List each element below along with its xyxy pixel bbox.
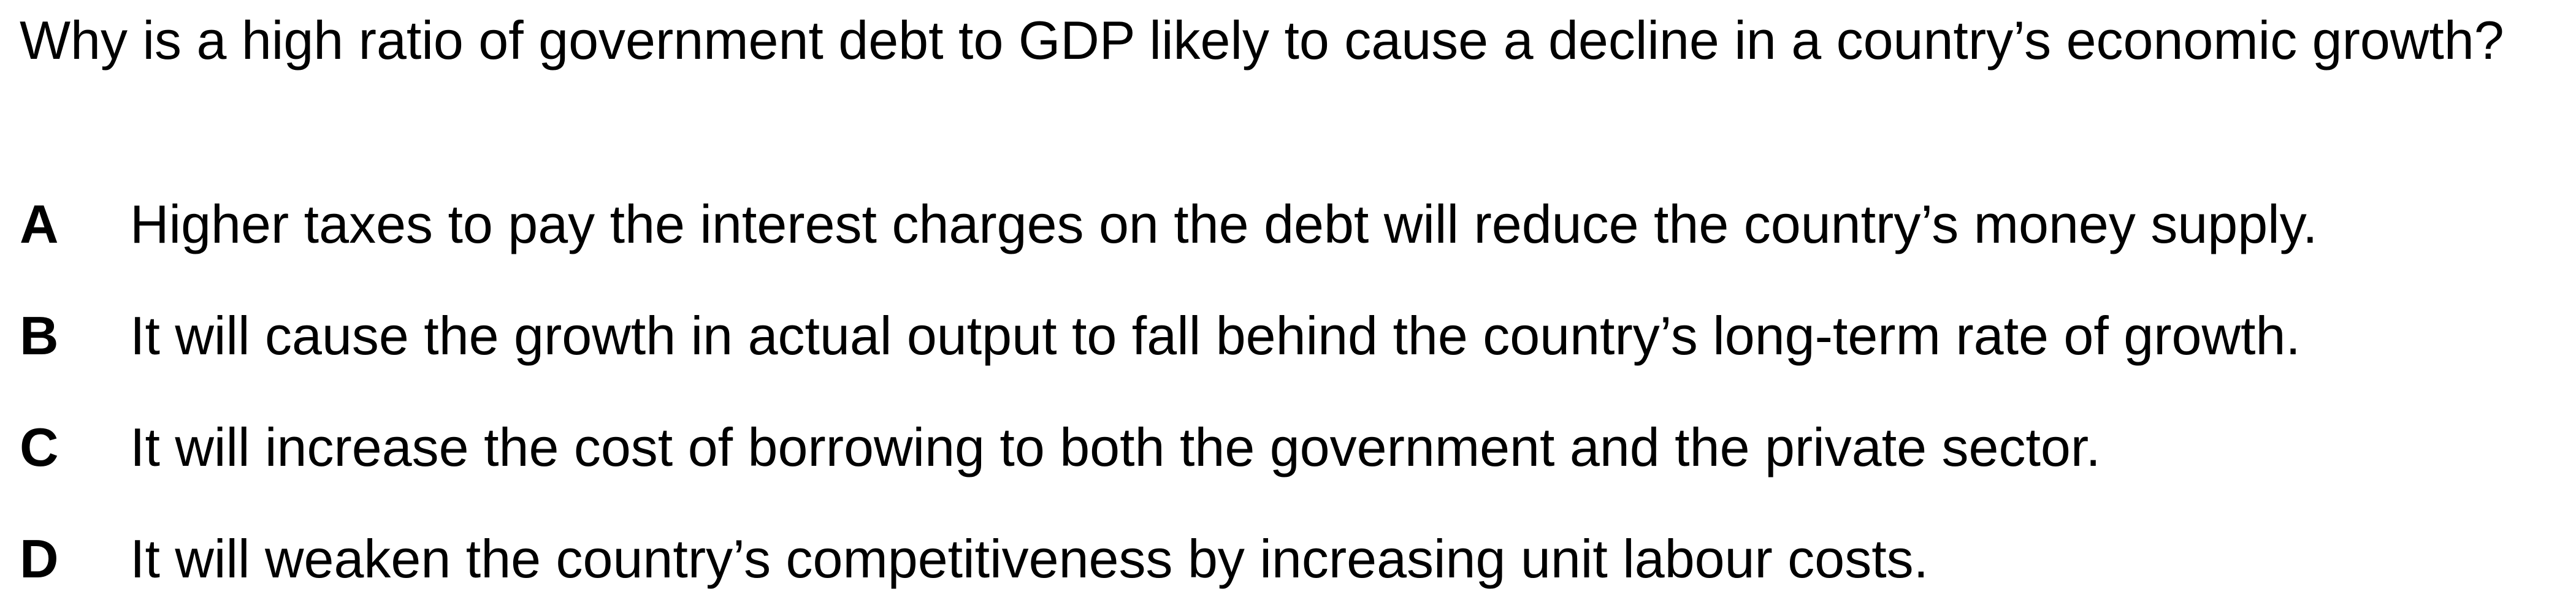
option-letter: C (20, 417, 59, 477)
question-stem: Why is a high ratio of government debt t… (20, 10, 2504, 70)
option-text: It will increase the cost of borrowing t… (130, 417, 2101, 477)
answer-option-c[interactable]: C It will increase the cost of borrowing… (0, 413, 2576, 482)
option-letter: A (20, 194, 59, 254)
answer-option-b[interactable]: B It will cause the growth in actual out… (0, 302, 2576, 370)
answer-option-d[interactable]: D It will weaken the country’s competiti… (0, 525, 2576, 593)
option-text: Higher taxes to pay the interest charges… (130, 194, 2318, 254)
option-text: It will weaken the country’s competitive… (130, 528, 1929, 589)
answer-option-a[interactable]: A Higher taxes to pay the interest charg… (0, 190, 2576, 259)
option-text: It will cause the growth in actual outpu… (130, 305, 2301, 366)
option-letter: B (20, 305, 59, 366)
option-letter: D (20, 528, 59, 589)
